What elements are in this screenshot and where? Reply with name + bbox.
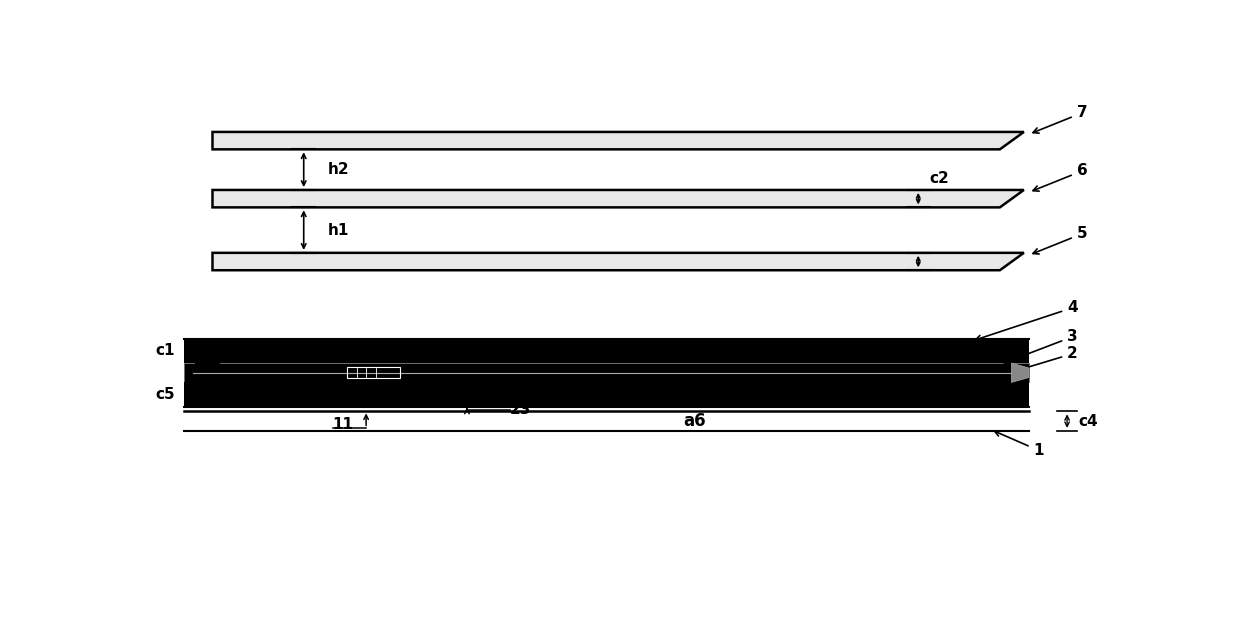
Text: h2: h2 [327, 162, 349, 177]
Text: c1: c1 [155, 344, 175, 359]
Text: 5: 5 [1033, 226, 1088, 254]
Polygon shape [213, 253, 1023, 270]
Text: 2: 2 [1014, 346, 1078, 372]
Bar [183, 339, 1028, 363]
Text: c4: c4 [1079, 414, 1098, 428]
Text: 6: 6 [1033, 163, 1088, 191]
Bar [347, 367, 400, 378]
Polygon shape [1011, 363, 1028, 382]
Polygon shape [213, 190, 1023, 207]
Text: 7: 7 [1033, 106, 1088, 133]
Text: c2: c2 [929, 171, 949, 186]
Text: 1: 1 [995, 431, 1044, 458]
Text: 23: 23 [510, 403, 532, 418]
Text: c5: c5 [155, 387, 175, 402]
Bar [183, 382, 1028, 406]
Bar [183, 363, 1028, 382]
Text: a6: a6 [683, 412, 706, 430]
Polygon shape [213, 132, 1023, 149]
Text: 11: 11 [332, 418, 353, 433]
Text: 3: 3 [1004, 329, 1078, 364]
Text: 4: 4 [975, 300, 1078, 341]
Text: h1: h1 [327, 222, 349, 237]
